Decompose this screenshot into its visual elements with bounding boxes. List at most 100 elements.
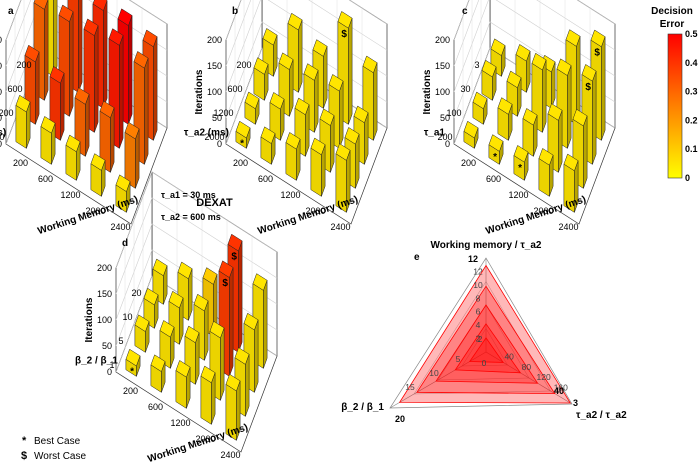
- x-tick-label: 200: [461, 158, 476, 168]
- radar-tick-label: 8: [476, 293, 481, 303]
- bar-top-face: [244, 91, 260, 110]
- bar-top-face: [253, 57, 269, 75]
- radar-series: [454, 323, 522, 374]
- bar-top-face: [556, 58, 572, 76]
- bar-top-face: [337, 11, 353, 29]
- z-tick-label: 150: [207, 61, 222, 71]
- y-axis-label: τ_a2 (ms): [184, 128, 229, 139]
- bar-top-face: [278, 52, 294, 70]
- bar-side-face: [128, 15, 133, 125]
- colorbar-tick-label: 0: [685, 173, 690, 183]
- bar-side-face: [153, 36, 158, 141]
- z-tick-label: 200: [207, 35, 222, 45]
- bar-side-face: [44, 0, 49, 101]
- bar-top-face: [269, 92, 285, 110]
- bar-side-face: [53, 0, 58, 77]
- z-tick-label: 100: [207, 87, 222, 97]
- bar-top-face: [159, 320, 175, 338]
- bar: [547, 103, 563, 173]
- bar-side-face: [69, 11, 74, 117]
- bar: [134, 314, 150, 353]
- colorbar-title: Error: [660, 19, 685, 30]
- y-tick-label: 600: [227, 84, 242, 94]
- panel-e: 24681012408012016051015021240320Working …: [341, 240, 627, 424]
- bar: [497, 97, 513, 141]
- bar-top-face: [463, 120, 479, 139]
- bar-top-face: [40, 116, 56, 134]
- bar-side-face: [220, 327, 225, 401]
- bar-front-face: [310, 147, 322, 197]
- z-tick-label: 50: [0, 113, 2, 123]
- bar-side-face: [323, 46, 328, 109]
- bar-side-face: [314, 70, 319, 133]
- grid-line: [453, 0, 616, 41]
- bar-top-face: [565, 29, 581, 47]
- bar-top-face: [294, 97, 310, 116]
- radar-tick-label: 12: [473, 266, 483, 276]
- bar-top-face: [490, 38, 506, 56]
- bar-top-face: [58, 4, 74, 23]
- bar: [269, 92, 285, 141]
- bar-top-face: [260, 126, 276, 144]
- case-marker: $: [585, 82, 591, 93]
- bar: [538, 148, 554, 197]
- bar-top-face: [572, 108, 588, 127]
- bar-top-face: [177, 261, 193, 280]
- x-tick-label: 1200: [508, 190, 528, 200]
- bar: [488, 134, 504, 165]
- radar-series: [435, 304, 539, 384]
- colorbar-tick-label: 0.1: [685, 144, 698, 154]
- bar-top-face: [506, 70, 522, 89]
- bar: [563, 153, 579, 213]
- bar-top-face: [335, 143, 351, 161]
- bar-top-face: [92, 0, 108, 11]
- bar: [124, 121, 140, 189]
- bar-top-face: [49, 66, 65, 84]
- panel-d: 0 50 100 150 200 $ $ * 200 600 1200 2000 2400 20 10 5 1 I…: [75, 171, 278, 465]
- bar-top-face: [134, 314, 150, 332]
- panel-b: 0 50 100 150 200 $ * 200 600 1200 2000 2400 200 600 12…: [184, 0, 388, 237]
- z-tick-label: 150: [0, 61, 2, 71]
- x-tick-label: 200: [13, 158, 28, 168]
- y-tick-label: 1200: [213, 108, 233, 118]
- param-label-1: τ_a1 = 30 ms: [161, 190, 216, 200]
- case-marker: $: [222, 278, 228, 289]
- z-axis-label: Iterations: [194, 69, 205, 114]
- radar-tick-label: 15: [405, 382, 415, 392]
- z-axis-label: Iterations: [422, 69, 433, 114]
- colorbar: 0 0.1 0.2 0.3 0.4 0.5 Decision Error: [651, 6, 697, 183]
- bar: [15, 94, 31, 149]
- bar: [515, 44, 531, 93]
- bar-top-face: [531, 52, 547, 71]
- radar-axis-max: 20: [395, 414, 405, 424]
- bar-front-face: [200, 375, 212, 425]
- bar: [285, 132, 301, 181]
- colorbar-title: Decision: [651, 6, 693, 17]
- bar: [184, 325, 200, 385]
- bar: [225, 373, 241, 441]
- y-tick-label: 10: [122, 312, 132, 322]
- z-tick-label: 0: [445, 139, 450, 149]
- z-tick-label: 0: [107, 367, 112, 377]
- y-tick-label: 600: [7, 84, 22, 94]
- bar-top-face: [522, 108, 538, 126]
- panel-letter: b: [232, 6, 238, 17]
- x-tick-label: 600: [486, 174, 501, 184]
- case-marker: *: [130, 367, 134, 378]
- bar-top-face: [312, 39, 328, 57]
- case-marker: *: [518, 163, 522, 174]
- bar: [335, 143, 351, 213]
- colorbar-tick-label: 0.4: [685, 58, 698, 68]
- case-marker: $: [231, 252, 237, 263]
- bar-side-face: [103, 0, 108, 109]
- bar-side-face: [60, 73, 65, 141]
- z-tick-label: 50: [102, 341, 112, 351]
- bar-top-face: [184, 325, 200, 344]
- bar-top-face: [218, 260, 234, 278]
- bar-top-face: [319, 108, 335, 126]
- bar: [175, 360, 191, 409]
- bar-side-face: [592, 71, 597, 165]
- bar-top-face: [124, 121, 140, 140]
- bar-side-face: [144, 58, 149, 165]
- bar-top-face: [150, 354, 166, 372]
